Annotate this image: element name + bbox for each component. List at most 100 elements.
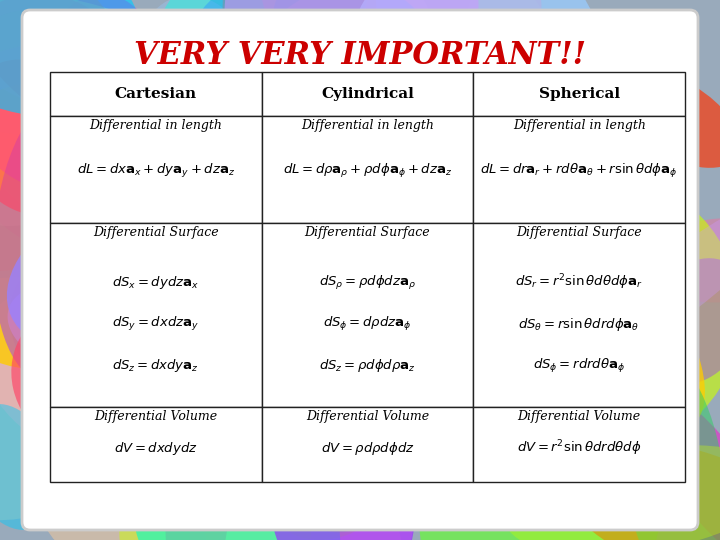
Ellipse shape <box>485 214 568 300</box>
Ellipse shape <box>107 267 235 410</box>
Ellipse shape <box>0 112 207 271</box>
Ellipse shape <box>272 449 414 540</box>
Ellipse shape <box>36 397 243 540</box>
Ellipse shape <box>328 20 512 276</box>
Text: $dL = dr\mathbf{a}_r + rd\theta\mathbf{a}_{\theta} + r\sin\theta d\phi\mathbf{a}: $dL = dr\mathbf{a}_r + rd\theta\mathbf{a… <box>480 163 678 180</box>
Ellipse shape <box>505 445 720 540</box>
Ellipse shape <box>40 363 190 509</box>
Ellipse shape <box>392 395 604 472</box>
Ellipse shape <box>256 249 423 532</box>
Ellipse shape <box>12 302 170 456</box>
Ellipse shape <box>0 278 149 520</box>
Ellipse shape <box>605 67 720 168</box>
Bar <box>261 72 473 116</box>
Ellipse shape <box>8 285 120 368</box>
Ellipse shape <box>222 0 377 148</box>
Text: Cylindrical: Cylindrical <box>321 87 414 101</box>
Ellipse shape <box>88 73 230 194</box>
Ellipse shape <box>249 256 453 540</box>
Ellipse shape <box>24 52 130 196</box>
Ellipse shape <box>557 440 720 540</box>
Ellipse shape <box>0 59 99 215</box>
Ellipse shape <box>77 71 186 257</box>
Ellipse shape <box>7 195 208 350</box>
Ellipse shape <box>189 0 441 145</box>
Ellipse shape <box>0 404 58 530</box>
Ellipse shape <box>278 167 395 283</box>
Ellipse shape <box>631 382 720 540</box>
Text: $dS_{\phi} = d\rho dz\mathbf{a}_{\phi}$: $dS_{\phi} = d\rho dz\mathbf{a}_{\phi}$ <box>323 315 412 333</box>
Ellipse shape <box>132 406 341 540</box>
Text: $dV = r^2\sin\theta drd\theta d\phi$: $dV = r^2\sin\theta drd\theta d\phi$ <box>517 438 642 458</box>
Bar <box>50 116 261 223</box>
Ellipse shape <box>477 107 656 281</box>
Text: $dS_z = dxdy\mathbf{a}_z$: $dS_z = dxdy\mathbf{a}_z$ <box>112 357 199 374</box>
Ellipse shape <box>30 240 214 481</box>
Bar <box>261 223 473 407</box>
Ellipse shape <box>323 90 487 316</box>
Bar <box>473 72 685 116</box>
Ellipse shape <box>0 38 219 137</box>
Text: Spherical: Spherical <box>539 87 620 101</box>
Ellipse shape <box>219 199 504 451</box>
Ellipse shape <box>644 258 720 384</box>
Text: $dS_{\rho} = \rho d\phi dz\mathbf{a}_{\rho}$: $dS_{\rho} = \rho d\phi dz\mathbf{a}_{\r… <box>319 274 416 292</box>
Text: Differential Volume: Differential Volume <box>94 410 217 423</box>
Ellipse shape <box>273 0 370 73</box>
Bar <box>50 223 261 407</box>
Ellipse shape <box>98 32 244 176</box>
Ellipse shape <box>0 0 145 192</box>
Ellipse shape <box>24 410 90 493</box>
Ellipse shape <box>158 318 285 496</box>
Text: Cartesian: Cartesian <box>114 87 197 101</box>
Text: $dS_r = r^2\sin\theta d\theta d\phi\mathbf{a}_r$: $dS_r = r^2\sin\theta d\theta d\phi\math… <box>516 273 643 292</box>
Ellipse shape <box>240 0 431 131</box>
Ellipse shape <box>201 403 403 540</box>
Ellipse shape <box>480 176 720 449</box>
Ellipse shape <box>366 244 581 436</box>
Text: Differential Surface: Differential Surface <box>516 226 642 239</box>
Ellipse shape <box>103 166 327 389</box>
Ellipse shape <box>554 192 720 380</box>
Ellipse shape <box>622 352 720 540</box>
Ellipse shape <box>0 98 114 381</box>
Text: Differential in length: Differential in length <box>89 119 222 132</box>
Ellipse shape <box>246 73 476 235</box>
Text: Differential Volume: Differential Volume <box>518 410 641 423</box>
Ellipse shape <box>112 159 321 377</box>
Ellipse shape <box>51 228 246 406</box>
Ellipse shape <box>225 0 479 134</box>
Ellipse shape <box>148 0 266 131</box>
Text: $dS_y = dxdz\mathbf{a}_y$: $dS_y = dxdz\mathbf{a}_y$ <box>112 315 199 333</box>
Ellipse shape <box>170 70 235 137</box>
Text: Differential Surface: Differential Surface <box>305 226 431 239</box>
Ellipse shape <box>0 0 135 128</box>
Bar <box>261 116 473 223</box>
Ellipse shape <box>650 218 720 302</box>
Ellipse shape <box>0 126 78 226</box>
Bar <box>473 223 685 407</box>
Text: $dS_{\theta} = r\sin\theta drd\phi\mathbf{a}_{\theta}$: $dS_{\theta} = r\sin\theta drd\phi\mathb… <box>518 315 640 333</box>
Ellipse shape <box>40 0 170 193</box>
Ellipse shape <box>348 0 602 177</box>
Ellipse shape <box>165 336 234 540</box>
Ellipse shape <box>472 207 619 319</box>
Ellipse shape <box>189 441 413 540</box>
Ellipse shape <box>582 300 678 362</box>
Ellipse shape <box>230 100 352 347</box>
Text: $dS_z = \rho d\phi d\rho\mathbf{a}_z$: $dS_z = \rho d\phi d\rho\mathbf{a}_z$ <box>319 357 416 374</box>
Ellipse shape <box>500 199 705 434</box>
Text: Differential in length: Differential in length <box>301 119 434 132</box>
Ellipse shape <box>0 10 148 227</box>
Ellipse shape <box>119 372 312 540</box>
Ellipse shape <box>9 264 145 417</box>
Text: Differential in length: Differential in length <box>513 119 646 132</box>
Text: $dS_{\phi} = rdrd\theta\mathbf{a}_{\phi}$: $dS_{\phi} = rdrd\theta\mathbf{a}_{\phi}… <box>533 356 625 375</box>
Bar <box>473 116 685 223</box>
Bar <box>473 407 685 482</box>
Ellipse shape <box>240 168 513 415</box>
Bar <box>50 407 261 482</box>
FancyBboxPatch shape <box>22 10 698 530</box>
Ellipse shape <box>0 281 209 465</box>
Ellipse shape <box>463 0 572 191</box>
